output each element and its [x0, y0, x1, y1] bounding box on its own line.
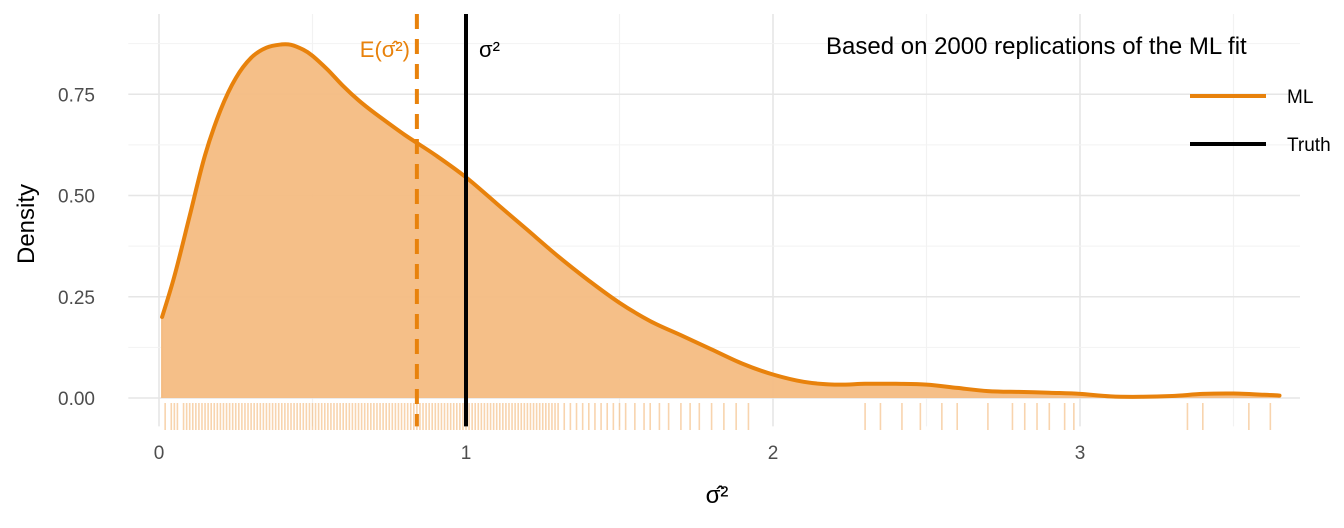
x-tick-label: 1 [461, 443, 472, 464]
y-tick-label: 0.00 [58, 389, 95, 410]
y-tick-label: 0.25 [58, 288, 95, 309]
density-fill [162, 44, 1280, 398]
x-tick-label: 0 [154, 443, 165, 464]
truth-label: σ² [479, 37, 500, 62]
subtitle: Based on 2000 replications of the ML fit [826, 33, 1247, 60]
tick-labels: 0 1 2 3 0.00 0.25 0.50 0.75 [58, 85, 1085, 464]
y-tick-label: 0.50 [58, 187, 95, 208]
x-axis-title: σ̂² [706, 482, 729, 509]
legend: ML Truth [1190, 87, 1331, 156]
x-tick-label: 3 [1075, 443, 1086, 464]
y-axis-title: Density [13, 184, 40, 264]
expected-value-label: E(σ̂²) [360, 37, 410, 62]
x-tick-label: 2 [768, 443, 779, 464]
legend-ml-label: ML [1287, 87, 1313, 108]
density-area [160, 42, 1282, 399]
legend-truth-label: Truth [1287, 135, 1331, 156]
rug [164, 403, 1272, 430]
y-tick-label: 0.75 [58, 85, 95, 106]
reference-lines [414, 14, 468, 427]
density-line [160, 42, 1282, 399]
